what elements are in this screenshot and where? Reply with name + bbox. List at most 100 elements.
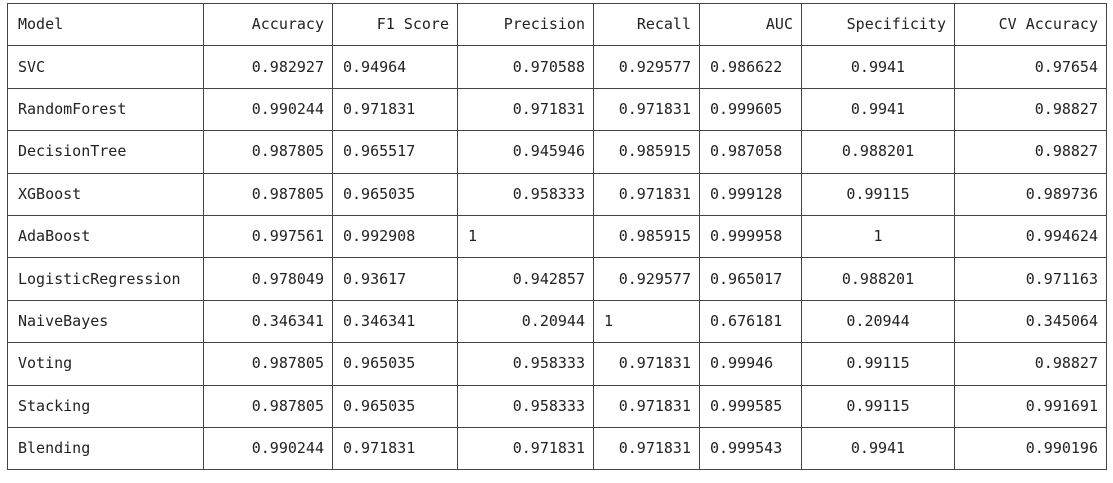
metric-cell: 0.346341 [203, 299, 333, 344]
metric-cell: 0.965035 [332, 172, 458, 216]
metric-cell: 0.942857 [457, 257, 594, 301]
column-header: Recall [593, 2, 700, 47]
metric-cell: 0.988201 [801, 130, 955, 174]
metric-cell: 0.971831 [457, 426, 594, 471]
table-row: NaiveBayes 0.346341 0.346341 0.20944 1 0.6761… [7, 299, 1107, 344]
metrics-table: Model Accuracy F1 Score Precision Recall AUC S… [7, 2, 1107, 471]
metric-cell: 0.990244 [203, 87, 333, 132]
metric-cell: 0.965035 [332, 384, 458, 428]
metric-cell: 0.992908 [332, 214, 458, 259]
metric-cell: 0.346341 [332, 299, 458, 344]
metric-cell: 0.971831 [332, 87, 458, 132]
metric-cell: 0.965517 [332, 130, 458, 174]
metric-cell: 0.978049 [203, 257, 333, 301]
metric-cell: 0.997561 [203, 214, 333, 259]
metric-cell: 0.971163 [954, 257, 1107, 301]
table-row: Voting 0.987805 0.965035 0.958333 0.971831 0.… [7, 342, 1107, 386]
model-name-cell: RandomForest [7, 87, 204, 132]
metric-cell: 0.98827 [954, 130, 1107, 174]
metric-cell: 0.98827 [954, 87, 1107, 132]
metric-cell: 0.958333 [457, 342, 594, 386]
metric-cell: 0.99946 [699, 342, 802, 386]
table-row: Blending 0.990244 0.971831 0.971831 0.971831… [7, 426, 1107, 471]
metric-cell: 0.971831 [593, 426, 700, 471]
metric-cell: 0.985915 [593, 130, 700, 174]
metric-cell: 0.93617 [332, 257, 458, 301]
metric-cell: 0.965035 [332, 342, 458, 386]
metric-cell: 0.958333 [457, 384, 594, 428]
model-name-cell: XGBoost [7, 172, 204, 216]
metric-cell: 0.929577 [593, 257, 700, 301]
metric-cell: 0.98827 [954, 342, 1107, 386]
table-row: Stacking 0.987805 0.965035 0.958333 0.971831… [7, 384, 1107, 428]
metric-cell: 0.989736 [954, 172, 1107, 216]
metric-cell: 0.99115 [801, 342, 955, 386]
metric-cell: 0.986622 [699, 45, 802, 89]
metric-cell: 0.965017 [699, 257, 802, 301]
model-name-cell: Voting [7, 342, 204, 386]
metric-cell: 0.945946 [457, 130, 594, 174]
model-name-cell: Stacking [7, 384, 204, 428]
metric-cell: 1 [593, 299, 700, 344]
metric-cell: 0.999128 [699, 172, 802, 216]
table-row: AdaBoost 0.997561 0.992908 1 0.985915 0.99995… [7, 214, 1107, 259]
metric-cell: 0.990244 [203, 426, 333, 471]
model-name-cell: LogisticRegression [7, 257, 204, 301]
metric-cell: 0.971831 [593, 342, 700, 386]
metric-cell: 0.987805 [203, 130, 333, 174]
metric-cell: 0.97654 [954, 45, 1107, 89]
column-header: Precision [457, 2, 594, 47]
metric-cell: 0.971831 [593, 384, 700, 428]
header-row: Model Accuracy F1 Score Precision Recall AUC S… [7, 2, 1107, 47]
model-name-cell: AdaBoost [7, 214, 204, 259]
metric-cell: 1 [457, 214, 594, 259]
metric-cell: 0.971831 [593, 87, 700, 132]
metric-cell: 0.988201 [801, 257, 955, 301]
metric-cell: 0.971831 [332, 426, 458, 471]
metric-cell: 0.991691 [954, 384, 1107, 428]
column-header: Accuracy [203, 2, 333, 47]
metric-cell: 0.9941 [801, 87, 955, 132]
metric-cell: 0.345064 [954, 299, 1107, 344]
metric-cell: 0.999585 [699, 384, 802, 428]
column-header: CV Accuracy [954, 2, 1107, 47]
metric-cell: 0.971831 [593, 172, 700, 216]
table-row: XGBoost 0.987805 0.965035 0.958333 0.971831 0… [7, 172, 1107, 216]
metric-cell: 0.970588 [457, 45, 594, 89]
column-header: Model [7, 2, 204, 47]
metric-cell: 0.985915 [593, 214, 700, 259]
column-header: Specificity [801, 2, 955, 47]
metric-cell: 0.987058 [699, 130, 802, 174]
metric-cell: 0.958333 [457, 172, 594, 216]
table-row: LogisticRegression 0.978049 0.93617 0.94285… [7, 257, 1107, 301]
metric-cell: 0.9941 [801, 45, 955, 89]
metric-cell: 0.990196 [954, 426, 1107, 471]
metric-cell: 0.971831 [457, 87, 594, 132]
metric-cell: 0.929577 [593, 45, 700, 89]
table-body: SVC 0.982927 0.94964 0.970588 0.929577 0.9866… [7, 45, 1107, 471]
model-name-cell: Blending [7, 426, 204, 471]
metric-cell: 0.9941 [801, 426, 955, 471]
metric-cell: 0.999543 [699, 426, 802, 471]
table-row: SVC 0.982927 0.94964 0.970588 0.929577 0.9866… [7, 45, 1107, 89]
metric-cell: 0.987805 [203, 384, 333, 428]
column-header: AUC [699, 2, 802, 47]
metric-cell: 0.982927 [203, 45, 333, 89]
column-header: F1 Score [332, 2, 458, 47]
model-name-cell: DecisionTree [7, 130, 204, 174]
metric-cell: 0.987805 [203, 342, 333, 386]
table-header: Model Accuracy F1 Score Precision Recall AUC S… [7, 2, 1107, 47]
metric-cell: 0.999958 [699, 214, 802, 259]
metric-cell: 1 [801, 214, 955, 259]
metric-cell: 0.99115 [801, 172, 955, 216]
model-name-cell: SVC [7, 45, 204, 89]
metric-cell: 0.994624 [954, 214, 1107, 259]
metric-cell: 0.20944 [457, 299, 594, 344]
metric-cell: 0.94964 [332, 45, 458, 89]
metric-cell: 0.676181 [699, 299, 802, 344]
metric-cell: 0.999605 [699, 87, 802, 132]
metric-cell: 0.20944 [801, 299, 955, 344]
metric-cell: 0.987805 [203, 172, 333, 216]
table-row: RandomForest 0.990244 0.971831 0.971831 0.97… [7, 87, 1107, 132]
metric-cell: 0.99115 [801, 384, 955, 428]
